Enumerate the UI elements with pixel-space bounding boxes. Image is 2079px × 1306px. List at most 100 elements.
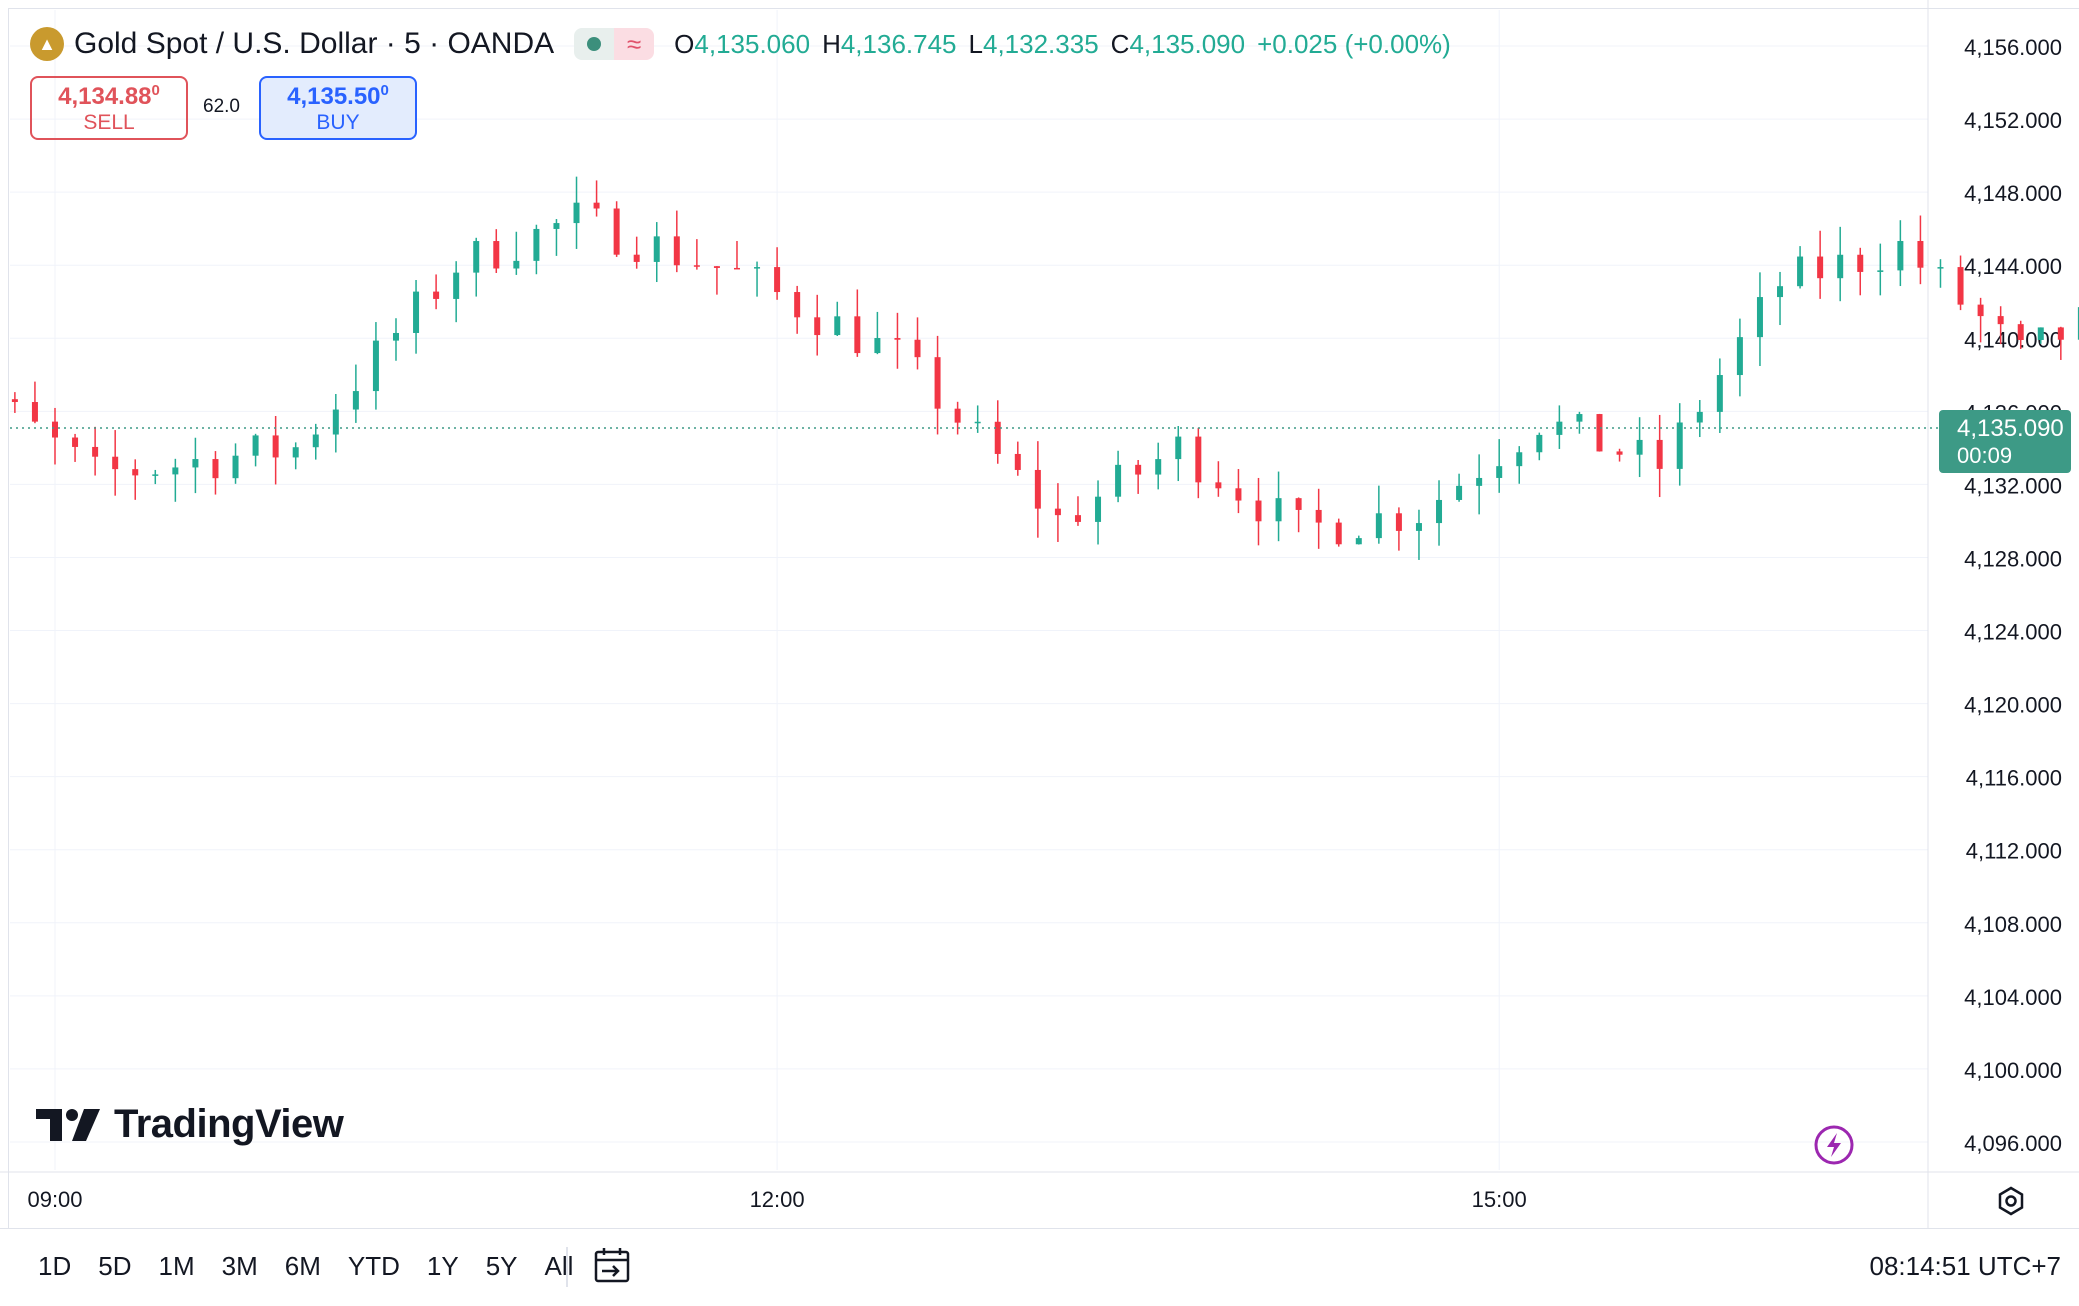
y-tick-label: 4,132.000 (1964, 473, 2062, 498)
candle-body (633, 254, 640, 262)
buy-price-small: 0 (380, 81, 389, 99)
candle-body (192, 459, 199, 468)
candle-body (1255, 500, 1262, 522)
candle-body (493, 241, 500, 269)
candle-body (1536, 434, 1543, 453)
sell-button[interactable]: 4,134.880 SELL (30, 76, 188, 140)
high-label: H (822, 28, 841, 59)
toolbar-divider (566, 1247, 568, 1287)
x-tick-label: 09:00 (27, 1187, 82, 1212)
candle-body (1014, 453, 1021, 470)
y-tick-label: 4,128.000 (1964, 546, 2062, 571)
candle-body (1195, 436, 1202, 483)
timezone-clock[interactable]: 08:14:51 UTC+7 (1869, 1251, 2061, 1281)
open-label: O (674, 28, 695, 59)
y-tick-label: 4,124.000 (1964, 620, 2062, 645)
candle-body (1034, 469, 1041, 509)
candle-body (1436, 499, 1443, 524)
y-tick-label: 4,100.000 (1964, 1058, 2062, 1083)
range-ytd-button[interactable]: YTD (347, 1251, 400, 1281)
last-price-tag: 4,135.090 00:09 (1939, 410, 2071, 473)
candle-body (232, 455, 239, 479)
candle-body (1636, 439, 1643, 455)
y-tick-label: 4,148.000 (1964, 181, 2062, 206)
x-tick-label: 15:00 (1472, 1187, 1527, 1212)
lightning-icon[interactable] (1813, 1124, 1855, 1166)
candle-body (252, 435, 259, 456)
candle-body (814, 317, 821, 336)
candle-body (352, 391, 359, 410)
sell-label: SELL (83, 110, 135, 134)
candle-body (11, 399, 18, 403)
market-open-dot-icon[interactable] (574, 28, 615, 60)
candle-body (1696, 411, 1703, 423)
candle-body (1837, 254, 1844, 279)
candle-body (1676, 422, 1683, 469)
candle-body (894, 338, 901, 340)
range-1d-button[interactable]: 1D (38, 1251, 72, 1281)
candle-body (1235, 488, 1242, 501)
candle-body (1456, 485, 1463, 500)
candle-body (1074, 515, 1081, 522)
axis-settings-icon[interactable] (1995, 1185, 2027, 1217)
buy-button[interactable]: 4,135.500 BUY (259, 76, 417, 140)
candle-body (1295, 498, 1302, 510)
candle-body (1516, 452, 1523, 467)
candle-body (874, 338, 881, 354)
candle-body (1756, 297, 1763, 338)
candle-body (593, 202, 600, 209)
sell-price: 4,134.88 (58, 82, 152, 110)
candle-body (2077, 307, 2079, 340)
y-tick-label: 4,144.000 (1964, 254, 2062, 279)
candle-body (453, 272, 460, 299)
range-5d-button[interactable]: 5D (98, 1251, 132, 1281)
range-all-button[interactable]: All (544, 1251, 574, 1281)
range-1y-button[interactable]: 1Y (426, 1251, 459, 1281)
candle-body (1937, 267, 1944, 269)
spread-value: 62.0 (203, 96, 240, 117)
candle-body (914, 339, 921, 358)
close-label: C (1110, 28, 1130, 59)
candle-body (1997, 316, 2004, 325)
candle-body (854, 316, 861, 354)
candle-body (754, 267, 761, 269)
range-1m-button[interactable]: 1M (158, 1251, 195, 1281)
candle-body (1797, 256, 1804, 287)
candle-body (172, 467, 179, 475)
symbol-title[interactable]: Gold Spot / U.S. Dollar · 5 · OANDA (74, 27, 555, 60)
candle-body (613, 208, 620, 255)
candle-body (1576, 414, 1583, 422)
candle-body (693, 265, 700, 267)
candle-body (1095, 496, 1102, 522)
candle-body (553, 223, 560, 229)
market-status[interactable]: ≈ (574, 28, 655, 60)
chart-canvas[interactable]: 4,096.000 4,100.000 4,104.000 4,108.000 4,11… (0, 0, 2079, 1228)
range-3m-button[interactable]: 3M (221, 1251, 258, 1281)
range-5y-button[interactable]: 5Y (485, 1251, 518, 1281)
candle-body (733, 267, 740, 270)
candle-body (312, 434, 319, 448)
open-value: 4,135.060 (694, 28, 811, 59)
candle-body (1957, 267, 1964, 305)
candle-body (152, 474, 159, 476)
last-price-value: 4,135.090 (1957, 414, 2064, 442)
y-tick-label: 4,140.000 (1964, 327, 2062, 352)
delayed-data-icon[interactable]: ≈ (614, 28, 655, 60)
range-6m-button[interactable]: 6M (284, 1251, 321, 1281)
candle-body (673, 236, 680, 266)
go-to-date-calendar-icon[interactable] (592, 1245, 632, 1285)
candle-body (413, 291, 420, 333)
x-tick-label: 12:00 (750, 1187, 805, 1212)
candle-body (1175, 436, 1182, 460)
chart-frame (8, 8, 2079, 1305)
tradingview-mark-icon (36, 1108, 100, 1141)
candle-body (1777, 286, 1784, 298)
tradingview-logo[interactable]: TradingView (36, 1102, 344, 1147)
y-tick-label: 4,116.000 (1966, 766, 2062, 791)
candle-body (1877, 270, 1884, 272)
candle-body (1817, 256, 1824, 279)
candle-body (1977, 304, 1984, 317)
candle-body (292, 447, 299, 458)
candle-body (132, 469, 139, 476)
candle-body (31, 402, 38, 422)
